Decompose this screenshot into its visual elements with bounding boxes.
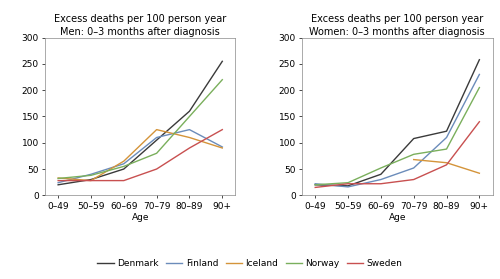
Title: Excess deaths per 100 person year
Men: 0–3 months after diagnosis: Excess deaths per 100 person year Men: 0… (54, 15, 227, 37)
Legend: Denmark, Finland, Iceland, Norway, Sweden: Denmark, Finland, Iceland, Norway, Swede… (94, 256, 406, 272)
X-axis label: Age: Age (132, 213, 149, 222)
X-axis label: Age: Age (388, 213, 406, 222)
Title: Excess deaths per 100 person year
Women: 0–3 months after diagnosis: Excess deaths per 100 person year Women:… (310, 15, 485, 37)
